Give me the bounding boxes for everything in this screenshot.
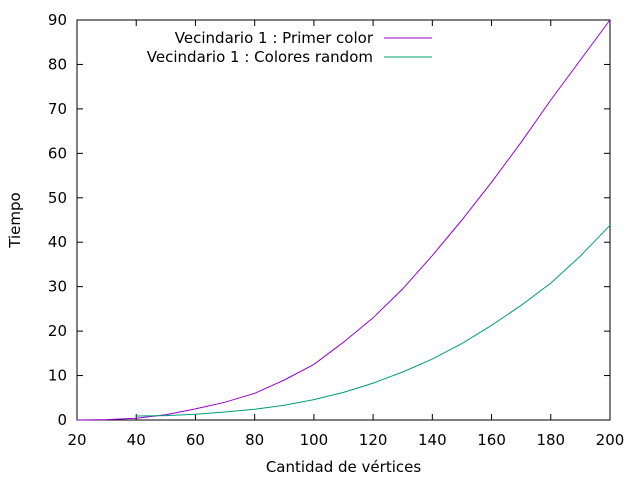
x-tick-label: 20 bbox=[67, 431, 86, 449]
x-tick-label: 120 bbox=[359, 431, 388, 449]
plot-frame bbox=[76, 19, 611, 421]
x-tick-label: 40 bbox=[127, 431, 146, 449]
y-axis-label: Tiempo bbox=[6, 192, 24, 248]
y-tick-label: 30 bbox=[48, 278, 67, 296]
x-tick-label: 60 bbox=[186, 431, 205, 449]
y-tick-label: 60 bbox=[48, 144, 67, 162]
y-tick-label: 20 bbox=[48, 322, 67, 340]
y-tick-label: 40 bbox=[48, 233, 67, 251]
x-tick-label: 180 bbox=[536, 431, 565, 449]
series-line-2 bbox=[136, 224, 611, 417]
y-tick-label: 90 bbox=[48, 11, 67, 29]
y-tick-label: 80 bbox=[48, 55, 67, 73]
x-tick-label: 160 bbox=[477, 431, 506, 449]
legend-label-2: Vecindario 1 : Colores random bbox=[147, 48, 373, 66]
legend-label-1: Vecindario 1 : Primer color bbox=[175, 29, 374, 47]
y-tick-label: 0 bbox=[57, 411, 67, 429]
x-tick-label: 100 bbox=[300, 431, 329, 449]
x-tick-label: 80 bbox=[245, 431, 264, 449]
series-line-1 bbox=[76, 19, 611, 421]
x-tick-label: 200 bbox=[596, 431, 625, 449]
axis-ticks: 20 40 60 80 100 120 140 160 180 200 0 10 20 30 40 50 60 7… bbox=[48, 11, 624, 449]
series-lines bbox=[76, 19, 611, 421]
x-tick-label: 140 bbox=[418, 431, 447, 449]
x-axis-label: Cantidad de vértices bbox=[266, 458, 422, 476]
y-tick-label: 50 bbox=[48, 189, 67, 207]
y-tick-label: 70 bbox=[48, 100, 67, 118]
y-tick-label: 10 bbox=[48, 367, 67, 385]
